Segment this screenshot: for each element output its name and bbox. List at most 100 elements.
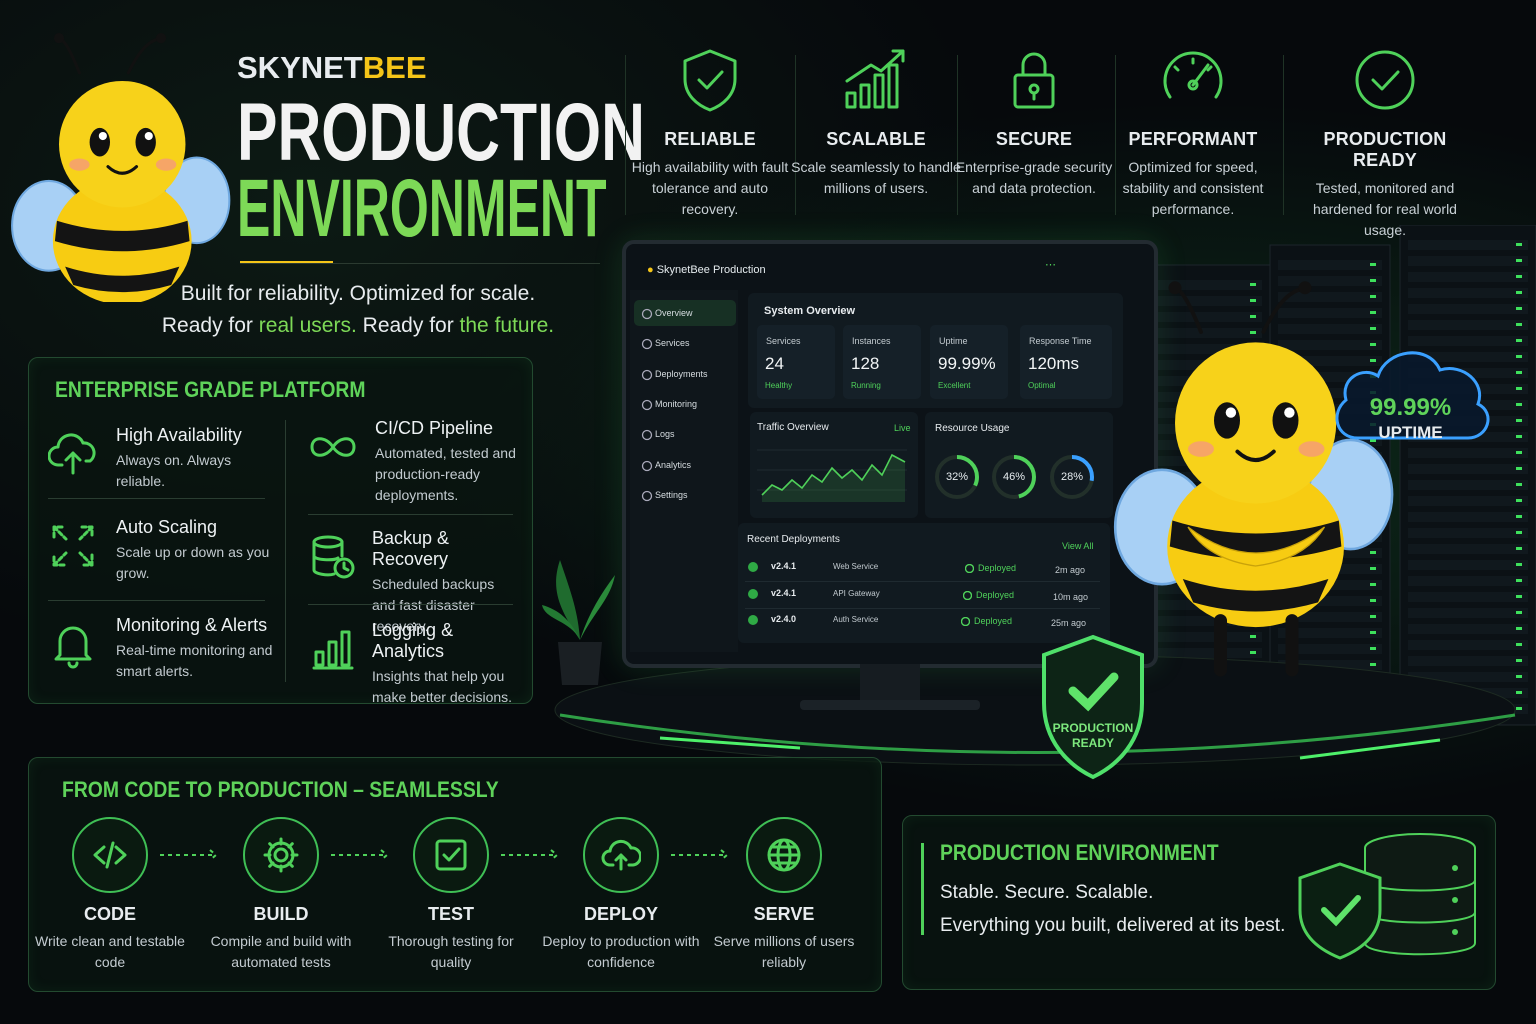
decor [1408, 512, 1528, 522]
stat-value: 120ms [1028, 354, 1080, 373]
decor [683, 49, 737, 112]
decor [1452, 929, 1458, 935]
decor [1261, 285, 1307, 334]
tagline: Built for reliability. Optimized for sca… [180, 282, 536, 305]
decor [1516, 243, 1522, 246]
decor [1516, 675, 1522, 678]
accent-bar [921, 843, 924, 935]
feature: PERFORMANT Optimized for speed, stability… [1106, 125, 1281, 220]
app-title: ● SkynetBee Production [647, 264, 766, 276]
divider [957, 55, 958, 215]
decor [1158, 312, 1262, 322]
decor [1370, 327, 1376, 330]
decor [1516, 627, 1522, 630]
platform-item: Auto Scaling Scale up or down as you grow… [116, 517, 276, 584]
tagline-part: Ready for [161, 314, 253, 337]
decor [1298, 833, 1476, 960]
decor [48, 433, 96, 467]
icon [641, 490, 653, 501]
deploy-service: Auth Service [833, 615, 879, 624]
decor [1364, 848, 1476, 956]
icon [748, 562, 758, 572]
tagline-part: real users. [258, 314, 357, 337]
decor [1370, 663, 1376, 666]
decor [963, 590, 972, 600]
panel-title: ENTERPRISE GRADE PLATFORM [55, 377, 366, 402]
platform-item: Logging & Analytics Insights that help yo… [372, 620, 520, 708]
decor [93, 841, 127, 869]
decor [1250, 283, 1256, 286]
pipeline-step: TEST Thorough testing for quality [371, 904, 531, 973]
gauge-label: 32% [945, 471, 969, 483]
divider [308, 604, 513, 605]
icon [1163, 51, 1223, 99]
decor [1173, 57, 1213, 72]
decor [859, 83, 871, 109]
decor [1278, 372, 1382, 382]
decor [1335, 351, 1490, 440]
decor [1278, 644, 1382, 654]
decor [1370, 311, 1376, 314]
decor [53, 33, 65, 44]
decor [1370, 343, 1376, 346]
tagline-part: Ready for [362, 314, 454, 337]
deployments-panel [738, 523, 1110, 643]
decor [1516, 531, 1522, 534]
panel-heading: Recent Deployments [747, 534, 840, 545]
decor [887, 63, 899, 109]
decor [442, 847, 461, 862]
decor [748, 615, 758, 625]
traffic-panel [750, 412, 918, 518]
decor [1370, 359, 1376, 362]
decor [1370, 279, 1376, 282]
decor [671, 849, 729, 861]
item-text: Scheduled backups and fast disaster reco… [372, 576, 495, 634]
platform-item: Backup & Recovery Scheduled backups and f… [372, 528, 520, 637]
decor [1163, 51, 1223, 99]
badge-text: READY [1071, 736, 1114, 750]
icon [748, 588, 758, 599]
stat-label: Uptime [939, 336, 968, 346]
icon [641, 460, 653, 471]
decor [1408, 336, 1528, 346]
decor [1516, 355, 1522, 358]
decor [1370, 599, 1376, 602]
toolbar: ⋯ [1045, 259, 1064, 271]
decor [641, 399, 653, 411]
stat-label: Response Time [1029, 336, 1092, 346]
nav-item: Logs [655, 429, 675, 440]
deploy-time: 25m ago [1051, 618, 1087, 628]
decor [1278, 308, 1382, 318]
view-all-link[interactable]: View All [1062, 541, 1094, 551]
stat-status: Excellent [938, 381, 971, 390]
decor [52, 525, 94, 567]
live-badge: Live [894, 423, 911, 433]
panel-heading: Resource Usage [935, 423, 1010, 434]
gauge-arc [1050, 455, 1094, 499]
divider [625, 55, 626, 215]
decor [1408, 528, 1528, 538]
item-text: Scale up or down as you grow. [116, 544, 270, 581]
decor [126, 36, 163, 75]
decor [1408, 560, 1528, 570]
decor [135, 127, 156, 157]
decor [762, 455, 905, 502]
divider [48, 600, 265, 601]
icon [965, 564, 974, 573]
step-title: CODE [83, 904, 136, 924]
decor [1516, 259, 1522, 262]
decor [1250, 635, 1256, 638]
decor [1299, 738, 1441, 760]
pipeline-step: CODE Write clean and testable code [30, 904, 190, 973]
decor [1516, 659, 1522, 662]
panel-heading: System Overview [764, 305, 856, 317]
decor [1370, 551, 1376, 554]
decor [1158, 632, 1262, 642]
decor [1284, 407, 1295, 418]
decor [1516, 371, 1522, 374]
decor [54, 626, 92, 661]
decor [267, 841, 295, 869]
decor [312, 540, 344, 577]
decor [1370, 439, 1376, 442]
decor [1516, 579, 1522, 582]
